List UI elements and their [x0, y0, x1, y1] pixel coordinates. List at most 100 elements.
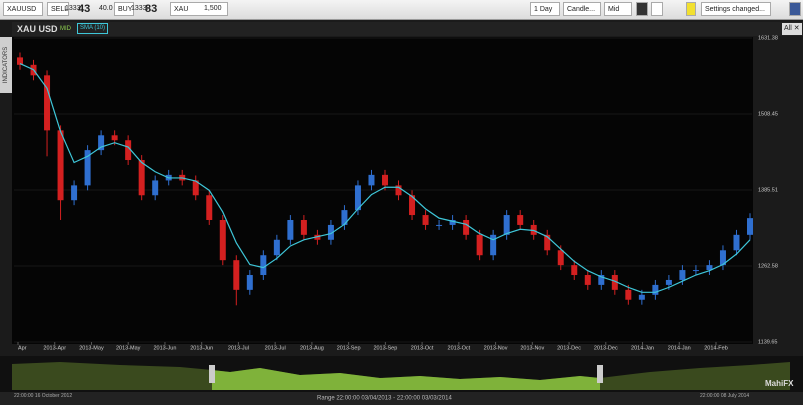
candle-body — [152, 180, 159, 196]
candle-body — [409, 195, 416, 216]
candle-body — [395, 185, 402, 196]
candle-body — [17, 57, 23, 65]
candle-body — [638, 294, 645, 300]
y-tick-label: 1631.38 — [758, 35, 778, 41]
x-tick-label: 2014-Jan — [668, 345, 691, 351]
navigator-handle-right[interactable] — [597, 365, 603, 383]
candle-body — [287, 219, 294, 240]
navigator-handle-left[interactable] — [209, 365, 215, 383]
candle-body — [71, 185, 78, 201]
buy-price-main: 1333. — [131, 5, 149, 12]
navigator-start: 22:00:00 16 October 2012 — [14, 393, 72, 399]
candle-body — [679, 270, 686, 280]
x-tick-label: 2013-Oct — [448, 345, 471, 351]
candle-body — [341, 210, 348, 225]
candle-body — [246, 275, 253, 290]
sell-price-pips: 43 — [78, 3, 91, 15]
candle-body — [598, 275, 605, 285]
candle-body — [44, 75, 51, 131]
x-tick-label: 2013-Apr — [43, 345, 66, 351]
symbol-select[interactable]: XAUUSD — [3, 2, 43, 16]
x-tick-label: 2013-Dec — [594, 345, 618, 351]
settings-select[interactable]: Settings changed... — [701, 2, 771, 16]
candle-body — [747, 218, 753, 235]
navigator-range: Range 22:00:00 03/04/2013 - 22:00:00 03/… — [317, 396, 452, 402]
navigator-end: 22:00:00 08 July 2014 — [700, 393, 749, 399]
sell-button[interactable]: SELL — [47, 2, 69, 16]
y-tick-label: 1508.45 — [758, 111, 778, 117]
x-tick-label: 2013-Jun — [153, 345, 176, 351]
candle-body — [476, 234, 483, 256]
sma-line — [19, 63, 751, 293]
indicator-badge[interactable]: SMA (10) — [77, 23, 109, 34]
candle-body — [490, 234, 497, 256]
candle-body — [84, 150, 91, 186]
asset-select[interactable]: XAU — [170, 2, 228, 16]
candle-body — [382, 174, 388, 186]
x-tick-label: 2013-Sep — [337, 345, 361, 351]
chart-header: XAU USD MID SMA (10) All ✕ — [12, 22, 803, 36]
spread: 40.0 — [99, 5, 113, 12]
candle-body — [138, 160, 145, 196]
chart-style-select[interactable]: Candle... — [563, 2, 601, 16]
x-tick-label: 2014-Feb — [704, 345, 728, 351]
x-tick-label: 2013-Jul — [265, 345, 286, 351]
screenshot-button[interactable] — [636, 2, 648, 16]
candle-body — [125, 140, 132, 161]
period-select[interactable]: 1 Day — [530, 2, 560, 16]
x-tick-label: 2013-Aug — [300, 345, 324, 351]
candle-body — [503, 215, 510, 235]
candle-body — [206, 195, 213, 220]
candle-body — [436, 224, 443, 226]
candle-body — [706, 265, 713, 271]
candle-body — [625, 289, 632, 300]
indicators-tab[interactable] — [0, 37, 12, 93]
candle-body — [98, 135, 105, 151]
amount: 1,500 — [204, 5, 222, 12]
range-bar — [0, 392, 803, 405]
x-tick-label: 2013-Nov — [520, 345, 544, 351]
x-tick-label: 2013-Nov — [484, 345, 508, 351]
logo: MahiFX — [765, 379, 794, 388]
price-type-select[interactable]: Mid — [604, 2, 632, 16]
candle-body — [273, 239, 280, 256]
buy-button[interactable]: BUY — [114, 2, 134, 16]
y-tick-label: 1385.51 — [758, 187, 778, 193]
x-tick-label: 2013-Jun — [190, 345, 213, 351]
navigator-selection — [212, 368, 600, 390]
candle-body — [611, 275, 618, 290]
candle-body — [584, 275, 591, 285]
candle-body — [233, 260, 240, 290]
color-button[interactable] — [686, 2, 696, 16]
candle-body — [354, 185, 361, 211]
candle-body — [557, 250, 564, 266]
candle-body — [111, 135, 118, 141]
candle-body — [652, 284, 659, 295]
buy-price-pips: 83 — [145, 3, 158, 15]
candle-body — [463, 219, 470, 235]
x-tick-label: 2013-Oct — [411, 345, 434, 351]
candle-body — [692, 270, 699, 272]
candle-body — [530, 224, 537, 235]
candle-body — [571, 265, 578, 276]
candle-body — [368, 174, 375, 186]
candle-body — [517, 215, 524, 225]
candle-body — [422, 215, 429, 225]
x-tick-label: 2014-Jan — [631, 345, 654, 351]
candle-body — [300, 219, 307, 235]
print-button[interactable] — [651, 2, 663, 16]
x-tick-label: 2013-May — [79, 345, 104, 351]
candle-body — [449, 219, 456, 225]
sell-price-main: 1333. — [65, 5, 83, 12]
candle-body — [719, 250, 726, 266]
close-all[interactable]: All ✕ — [782, 23, 802, 35]
candle-body — [327, 224, 334, 240]
candle-body — [665, 279, 672, 285]
facebook-button[interactable] — [789, 2, 801, 16]
x-tick-label: 2013-Dec — [557, 345, 581, 351]
mid-badge: MID — [60, 26, 71, 32]
x-tick-label: 2013-May — [116, 345, 141, 351]
candle-body — [260, 255, 267, 276]
toolbar: XAUUSD SELL 1333. 43 40.0 BUY 1333. 83 X… — [0, 0, 803, 20]
